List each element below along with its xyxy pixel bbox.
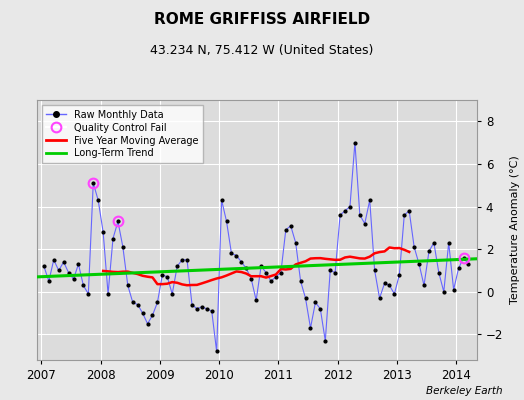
Text: Berkeley Earth: Berkeley Earth — [427, 386, 503, 396]
Legend: Raw Monthly Data, Quality Control Fail, Five Year Moving Average, Long-Term Tren: Raw Monthly Data, Quality Control Fail, … — [41, 105, 203, 163]
Y-axis label: Temperature Anomaly (°C): Temperature Anomaly (°C) — [510, 156, 520, 304]
Text: 43.234 N, 75.412 W (United States): 43.234 N, 75.412 W (United States) — [150, 44, 374, 57]
Text: ROME GRIFFISS AIRFIELD: ROME GRIFFISS AIRFIELD — [154, 12, 370, 27]
